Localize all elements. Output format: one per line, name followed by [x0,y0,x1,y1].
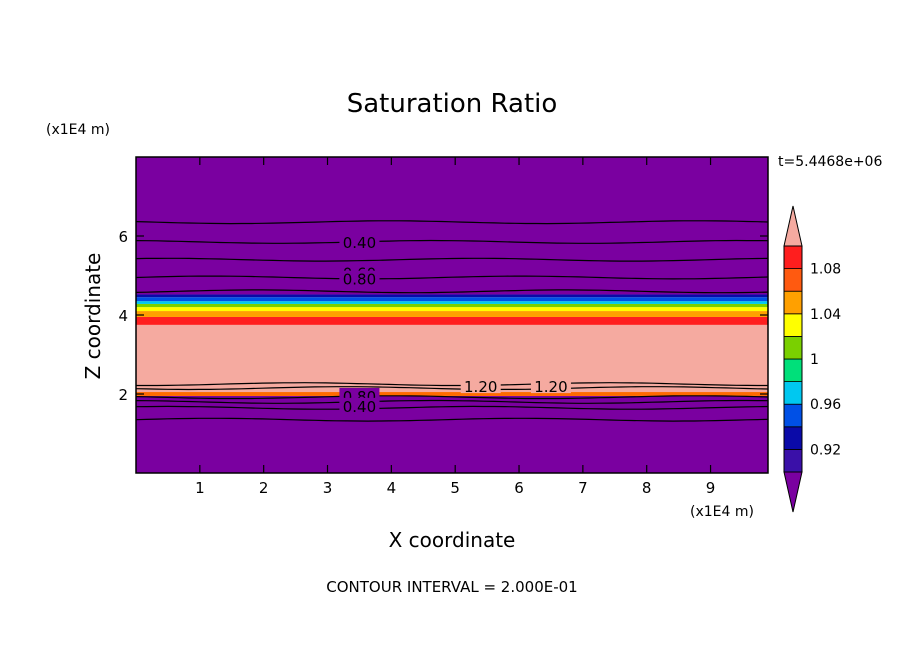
filled-band [136,316,768,325]
colorbar-label: 0.96 [810,397,841,413]
contour-label: 1.20 [464,378,497,396]
colorbar-box [783,426,803,450]
x-tick-label: 5 [450,479,460,497]
colorbar-label: 1.04 [810,307,841,323]
contour-line [135,275,769,280]
y-tick-label: 4 [118,307,128,325]
colorbar: 0.92 0.96 1 1.04 1.08 [783,205,841,513]
contour-line [135,257,769,262]
x-tick-label: 6 [514,479,524,497]
colorbar-top-arrow [783,205,803,247]
x-tick-label: 8 [642,479,652,497]
contour-label-bg [339,397,380,413]
filled-band [136,297,768,302]
x-tick-label: 4 [387,479,397,497]
colorbar-frame [783,245,803,473]
time-label: t=5.4468e+06 [778,154,882,170]
contour-label: 0.40 [343,398,376,416]
filled-band [136,157,768,295]
x-tick-label: 2 [259,479,269,497]
contour-line [135,239,769,244]
contour-interval-footer: CONTOUR INTERVAL = 2.000E-01 [326,578,577,596]
x-tick-label: 9 [706,479,716,497]
contour-line [135,220,769,225]
colorbar-bottom-arrow [783,471,803,513]
colorbar-box [783,313,803,337]
contour-line [135,399,769,404]
contour-line [136,382,768,387]
x-tick-label: 1 [195,479,205,497]
colorbar-label: 1.08 [810,262,841,278]
contour-label-bg [339,270,380,286]
filled-band [136,303,768,308]
contour-label-bg [339,233,380,249]
colorbar-box [783,403,803,428]
y-tick-label: 6 [118,228,128,246]
colorbar-label: 0.92 [810,442,841,458]
colorbar-box [783,268,803,292]
contour-label: 0.40 [343,234,376,252]
filled-band [136,301,768,304]
x-tick-label: 7 [578,479,588,497]
y-axis-title: Z coordinate [81,253,105,380]
contour-label-bg [460,378,501,394]
contour-label-bg [530,378,571,394]
contour-line [135,417,769,422]
colorbar-label: 1 [810,352,819,368]
x-unit-label: (x1E4 m) [690,504,754,520]
y-tick-label: 2 [118,386,128,404]
colorbar-box [783,335,803,360]
filled-band [136,324,768,393]
contour-line [135,405,769,410]
chart-title: Saturation Ratio [347,89,558,119]
contour-line [135,386,769,391]
filled-band [136,294,768,298]
x-axis-title: X coordinate [389,528,516,552]
contour-label: 0.80 [343,271,376,289]
colorbar-box [783,358,803,383]
colorbar-box [783,245,803,270]
filled-band [136,311,768,317]
colorbar-box [783,290,803,315]
contour-line [135,289,769,294]
filled-band [136,307,768,312]
y-unit-label: (x1E4 m) [46,122,110,138]
colorbar-box [783,381,803,405]
contour-label: 1.20 [534,378,567,396]
x-tick-label: 3 [323,479,333,497]
colorbar-box [783,448,803,473]
contour-line [135,395,769,400]
filled-band [136,392,768,396]
